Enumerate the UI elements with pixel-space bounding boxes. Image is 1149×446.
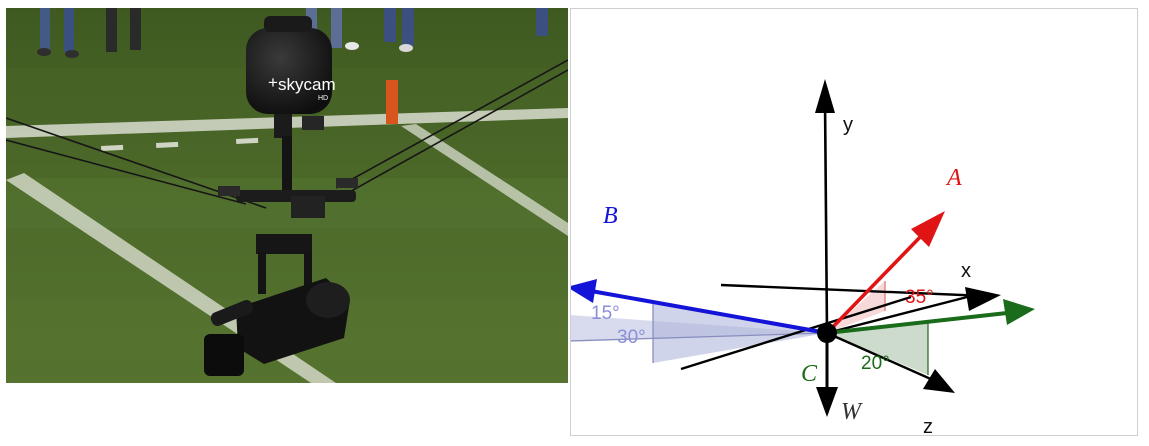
end-zone-pylon: [386, 80, 398, 124]
y-axis-line: [823, 98, 829, 334]
x-axis-segment: [826, 293, 976, 335]
angle-b2-label: 30°: [617, 327, 646, 348]
vector-b-shaft: [590, 289, 828, 335]
skycam-photo: + skycam HD: [6, 8, 568, 383]
z-axis-line: [826, 331, 934, 382]
x-axis-line: [720, 283, 987, 298]
angle-b2-region: [653, 301, 827, 363]
vector-c-shaft: [826, 311, 1008, 335]
x-axis-label: x: [961, 260, 971, 282]
brand-badge: HD: [318, 95, 328, 102]
camera-lens: [204, 334, 244, 376]
vector-a-arrowhead: [911, 211, 945, 247]
vector-diagram: y x z A B C W 35° 15° 30° 20°: [570, 8, 1138, 436]
vector-b-arrowhead: [571, 279, 597, 303]
vector-w-label: W: [841, 399, 863, 425]
angle-c-label: 20°: [861, 353, 890, 374]
camera-pod: [246, 28, 332, 114]
angle-b1-label: 15°: [591, 303, 620, 324]
angle-c-region: [827, 323, 928, 375]
angle-a-label: 35°: [905, 287, 934, 308]
vector-w-arrowhead: [816, 387, 838, 417]
x-axis-arrowhead: [965, 287, 1001, 311]
vector-b-label: B: [603, 203, 618, 229]
hash-mark: [101, 144, 124, 151]
skycam-rig: + skycam HD: [204, 16, 358, 376]
origin-point: [817, 323, 837, 343]
vector-a-shaft: [825, 229, 928, 335]
x-axis-back: [680, 295, 912, 371]
hash-mark: [156, 141, 179, 148]
hash-mark: [236, 137, 259, 144]
vector-c-label: C: [801, 361, 818, 387]
yard-line: [401, 124, 568, 236]
vector-a-label: A: [945, 165, 962, 191]
vector-c-arrowhead: [1003, 299, 1035, 325]
skycam-photo-illustration: + skycam HD: [6, 8, 568, 383]
angle-b-edge: [571, 332, 828, 342]
vector-diagram-canvas: y x z A B C W 35° 15° 30° 20°: [571, 79, 1035, 436]
z-axis-label: z: [923, 416, 933, 436]
brand-label: skycam: [278, 75, 336, 94]
y-axis-label: y: [843, 114, 853, 136]
z-axis-arrowhead: [923, 369, 955, 393]
y-axis-arrowhead: [815, 79, 835, 113]
brand-prefix: +: [268, 73, 278, 92]
